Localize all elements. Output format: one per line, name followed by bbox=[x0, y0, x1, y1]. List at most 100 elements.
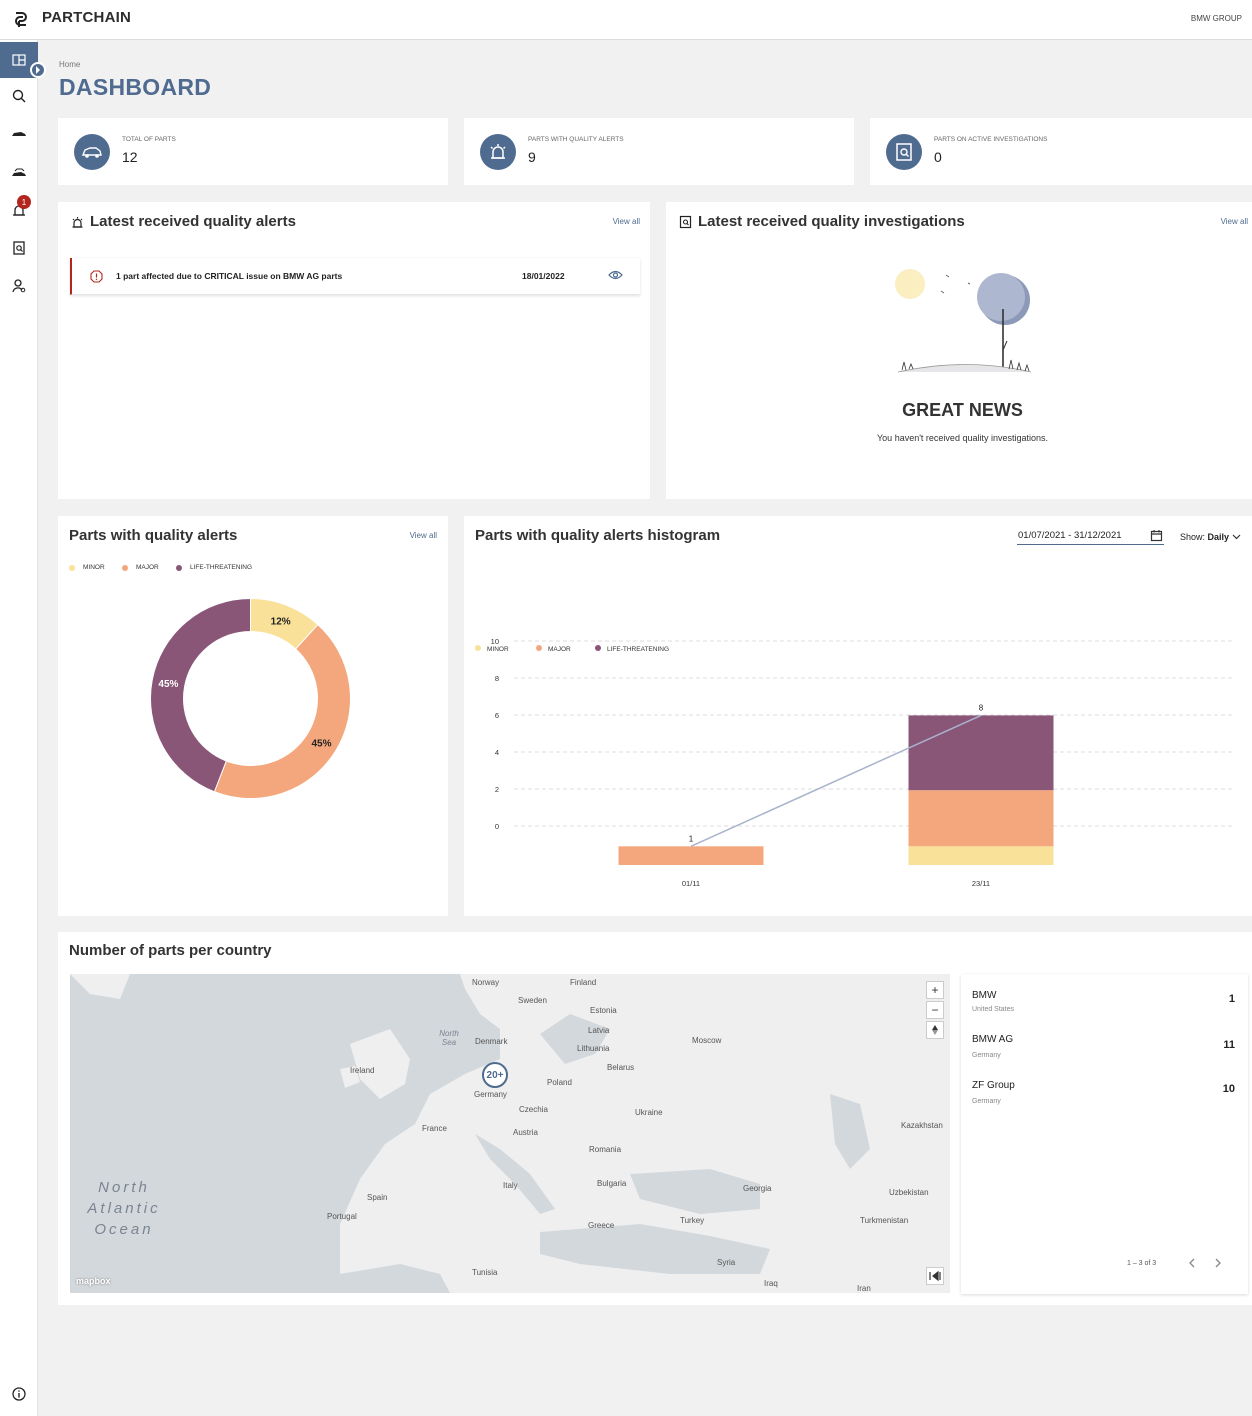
donut-slice-label: 45% bbox=[311, 738, 331, 749]
legend-dot bbox=[122, 564, 128, 571]
cars-icon bbox=[12, 168, 26, 176]
country-name: Germany bbox=[972, 1098, 1001, 1105]
zoom-in-button[interactable]: + bbox=[926, 981, 944, 999]
kpi-value: 0 bbox=[934, 149, 942, 165]
x-tick-label: 23/11 bbox=[972, 879, 990, 888]
map-cluster-marker[interactable]: 20+ bbox=[482, 1062, 508, 1088]
map-label: Finland bbox=[570, 978, 597, 987]
kpi-car-icon bbox=[74, 134, 110, 170]
calendar-icon[interactable] bbox=[1150, 529, 1163, 542]
x-tick-label: 01/11 bbox=[682, 879, 700, 888]
date-range-input[interactable]: 01/07/2021 - 31/12/2021 bbox=[1017, 530, 1164, 545]
eye-icon[interactable] bbox=[608, 269, 623, 281]
sidebar-item-search[interactable] bbox=[0, 78, 38, 114]
breadcrumb[interactable]: Home bbox=[59, 60, 81, 69]
sidebar-item-about[interactable] bbox=[0, 1376, 38, 1412]
map-label: Turkmenistan bbox=[860, 1216, 909, 1225]
map-label: France bbox=[422, 1124, 447, 1133]
bar-segment bbox=[618, 846, 764, 865]
chevron-down-icon bbox=[1232, 534, 1240, 540]
y-tick-label: 10 bbox=[491, 637, 499, 646]
org-name[interactable]: BMW GROUP bbox=[1190, 14, 1242, 23]
compass-button[interactable] bbox=[926, 1021, 944, 1039]
investigation-icon bbox=[679, 215, 692, 229]
legend-minor[interactable]: MINOR bbox=[69, 564, 105, 571]
compass-icon bbox=[932, 1025, 938, 1035]
map-label: Austria bbox=[513, 1128, 538, 1137]
map-label: Uzbekistan bbox=[889, 1188, 929, 1197]
legend-label: LIFE-THREATENING bbox=[190, 564, 252, 571]
map-label: Turkey bbox=[680, 1216, 705, 1225]
view-all-investigations-link[interactable]: View all bbox=[1220, 217, 1248, 226]
search-icon bbox=[12, 89, 26, 103]
zoom-out-button[interactable]: − bbox=[926, 1001, 944, 1019]
bar-segment bbox=[908, 790, 1054, 847]
alert-row[interactable]: 1 part affected due to CRITICAL issue on… bbox=[70, 258, 640, 295]
map-label: Sweden bbox=[518, 996, 547, 1005]
mapbox-attribution: mapbox bbox=[76, 1276, 111, 1286]
country-count: 11 bbox=[1223, 1039, 1235, 1051]
latest-investigations-card: Latest received quality investigations V… bbox=[666, 202, 1252, 499]
page-title: DASHBOARD bbox=[59, 74, 212, 100]
info-icon bbox=[12, 1387, 26, 1401]
map-label: Romania bbox=[589, 1145, 622, 1154]
view-all-alerts-link[interactable]: View all bbox=[612, 217, 640, 226]
sidebar-item-investigations[interactable] bbox=[0, 230, 38, 266]
parts-quality-alerts-card: Parts with quality alerts View all MINOR… bbox=[58, 516, 448, 916]
sidebar-item-admin[interactable] bbox=[0, 268, 38, 304]
show-label: Show: bbox=[1180, 532, 1206, 542]
card-title: Parts with quality alerts histogram bbox=[475, 527, 721, 544]
latest-alerts-card: Latest received quality alerts View all … bbox=[58, 202, 650, 499]
map-label: Georgia bbox=[743, 1184, 772, 1193]
pagination-range: 1 – 3 of 3 bbox=[1127, 1260, 1157, 1267]
map-label: Iraq bbox=[764, 1279, 778, 1288]
legend-label: MINOR bbox=[83, 564, 105, 571]
critical-warning-icon bbox=[90, 270, 103, 283]
sidebar-item-parts[interactable] bbox=[0, 116, 38, 152]
map-label: Denmark bbox=[475, 1037, 508, 1046]
kpi-label: PARTS WITH QUALITY ALERTS bbox=[528, 136, 624, 143]
legend-life-threatening[interactable]: LIFE-THREATENING bbox=[176, 564, 252, 571]
map-label: Portugal bbox=[327, 1212, 357, 1221]
map-label: Estonia bbox=[590, 1006, 617, 1015]
sidebar-item-other-parts[interactable] bbox=[0, 154, 38, 190]
map-label: Spain bbox=[367, 1193, 388, 1202]
map-label: Tunisia bbox=[472, 1268, 498, 1277]
map-reset-button[interactable] bbox=[926, 1267, 944, 1285]
map-land-shapes bbox=[70, 974, 950, 1293]
show-interval-select[interactable]: Show: Daily bbox=[1180, 532, 1241, 542]
chevron-left-icon[interactable] bbox=[1188, 1258, 1196, 1268]
kpi-investigation-icon bbox=[886, 134, 922, 170]
parts-per-country-card: Number of parts per country Norway Swede… bbox=[58, 932, 1252, 1305]
country-name: Germany bbox=[972, 1052, 1001, 1059]
empty-state-text: You haven't received quality investigati… bbox=[877, 433, 1048, 443]
sidebar-item-alerts[interactable]: 1 bbox=[0, 192, 38, 228]
map-label: Ukraine bbox=[635, 1108, 663, 1117]
histogram-card: Parts with quality alerts histogram 01/0… bbox=[464, 516, 1252, 916]
y-tick-label: 4 bbox=[495, 748, 499, 757]
legend-label: MAJOR bbox=[548, 646, 571, 653]
partchain-logo-icon[interactable] bbox=[10, 8, 32, 30]
map-label: Bulgaria bbox=[597, 1179, 627, 1188]
date-range-value: 01/07/2021 - 31/12/2021 bbox=[1018, 530, 1122, 541]
map-label: Czechia bbox=[519, 1105, 548, 1114]
country-count: 1 bbox=[1228, 993, 1235, 1005]
country-map[interactable]: Norway Sweden Finland Denmark Ireland Po… bbox=[70, 974, 950, 1293]
view-all-parts-link[interactable]: View all bbox=[409, 531, 437, 540]
legend-major[interactable]: MAJOR bbox=[122, 564, 159, 571]
bar-segment bbox=[908, 715, 1054, 791]
y-tick-label: 0 bbox=[495, 822, 499, 831]
donut-slice bbox=[150, 597, 251, 793]
map-label: North Sea bbox=[439, 1029, 459, 1047]
sidebar-expand-button[interactable] bbox=[30, 62, 46, 78]
chevron-right-icon[interactable] bbox=[1214, 1258, 1222, 1268]
country-manufacturer: BMW AG bbox=[972, 1034, 1014, 1045]
legend-dot bbox=[176, 564, 182, 571]
legend-dot bbox=[536, 645, 542, 651]
chevron-right-icon bbox=[36, 66, 40, 74]
app-header: PARTCHAIN BMW GROUP bbox=[0, 0, 1252, 40]
card-title: Number of parts per country bbox=[69, 942, 272, 959]
donut-chart: 12% 45% 45% bbox=[150, 597, 351, 799]
card-title: Latest received quality investigations bbox=[698, 213, 965, 230]
sidebar-item-dashboard[interactable] bbox=[0, 42, 38, 78]
